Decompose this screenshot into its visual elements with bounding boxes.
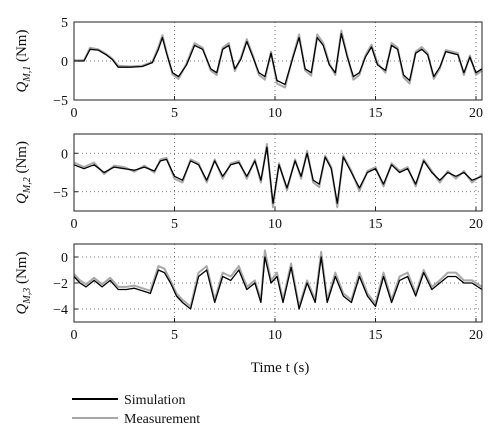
y-tick-label: 0 — [61, 55, 68, 70]
y-axis-label: QM,3 (Nm) — [14, 252, 33, 315]
x-tick-label: 15 — [368, 106, 382, 121]
subplot-2: 0 5 10 15 20 −5 0 QM,2 (Nm) — [14, 133, 483, 232]
y-tick-label: 5 — [61, 16, 68, 31]
series-simulation — [73, 146, 483, 204]
series-measurement — [74, 29, 483, 89]
series-simulation — [73, 256, 483, 310]
x-tick-label: 10 — [268, 328, 282, 343]
x-tick-label: 20 — [469, 328, 483, 343]
y-tick-label: −5 — [53, 94, 68, 109]
x-tick-label: 10 — [268, 217, 282, 232]
series-simulation — [74, 33, 483, 86]
plot-frame — [73, 133, 483, 212]
y-tick-label: −2 — [53, 277, 68, 292]
y-axis-label: QM,2 (Nm) — [14, 141, 33, 204]
x-axis-label: Time t (s) — [251, 360, 310, 376]
x-tick-label: 15 — [368, 328, 382, 343]
x-tick-label: 5 — [171, 106, 178, 121]
y-tick-label: 0 — [61, 147, 68, 162]
y-tick-label: 0 — [61, 251, 68, 266]
x-tick-label: 20 — [469, 217, 483, 232]
x-tick-label: 10 — [268, 106, 282, 121]
x-tick-label: 5 — [171, 328, 178, 343]
x-tick-label: 5 — [171, 217, 178, 232]
y-tick-label: −5 — [53, 186, 68, 201]
x-tick-label: 0 — [71, 328, 78, 343]
legend-simulation-label: Simulation — [124, 393, 185, 408]
y-tick-label: −4 — [53, 303, 68, 318]
x-tick-label: 0 — [71, 106, 78, 121]
subplot-3: 0 5 10 15 20 −4 −2 0 QM,3 (Nm) — [14, 243, 483, 343]
legend: Simulation Measurement — [72, 393, 200, 427]
x-tick-label: 0 — [71, 217, 78, 232]
legend-measurement-label: Measurement — [124, 412, 200, 427]
x-tick-label: 15 — [368, 217, 382, 232]
y-axis-label: QM,1 (Nm) — [14, 30, 33, 93]
x-tick-label: 20 — [469, 106, 483, 121]
